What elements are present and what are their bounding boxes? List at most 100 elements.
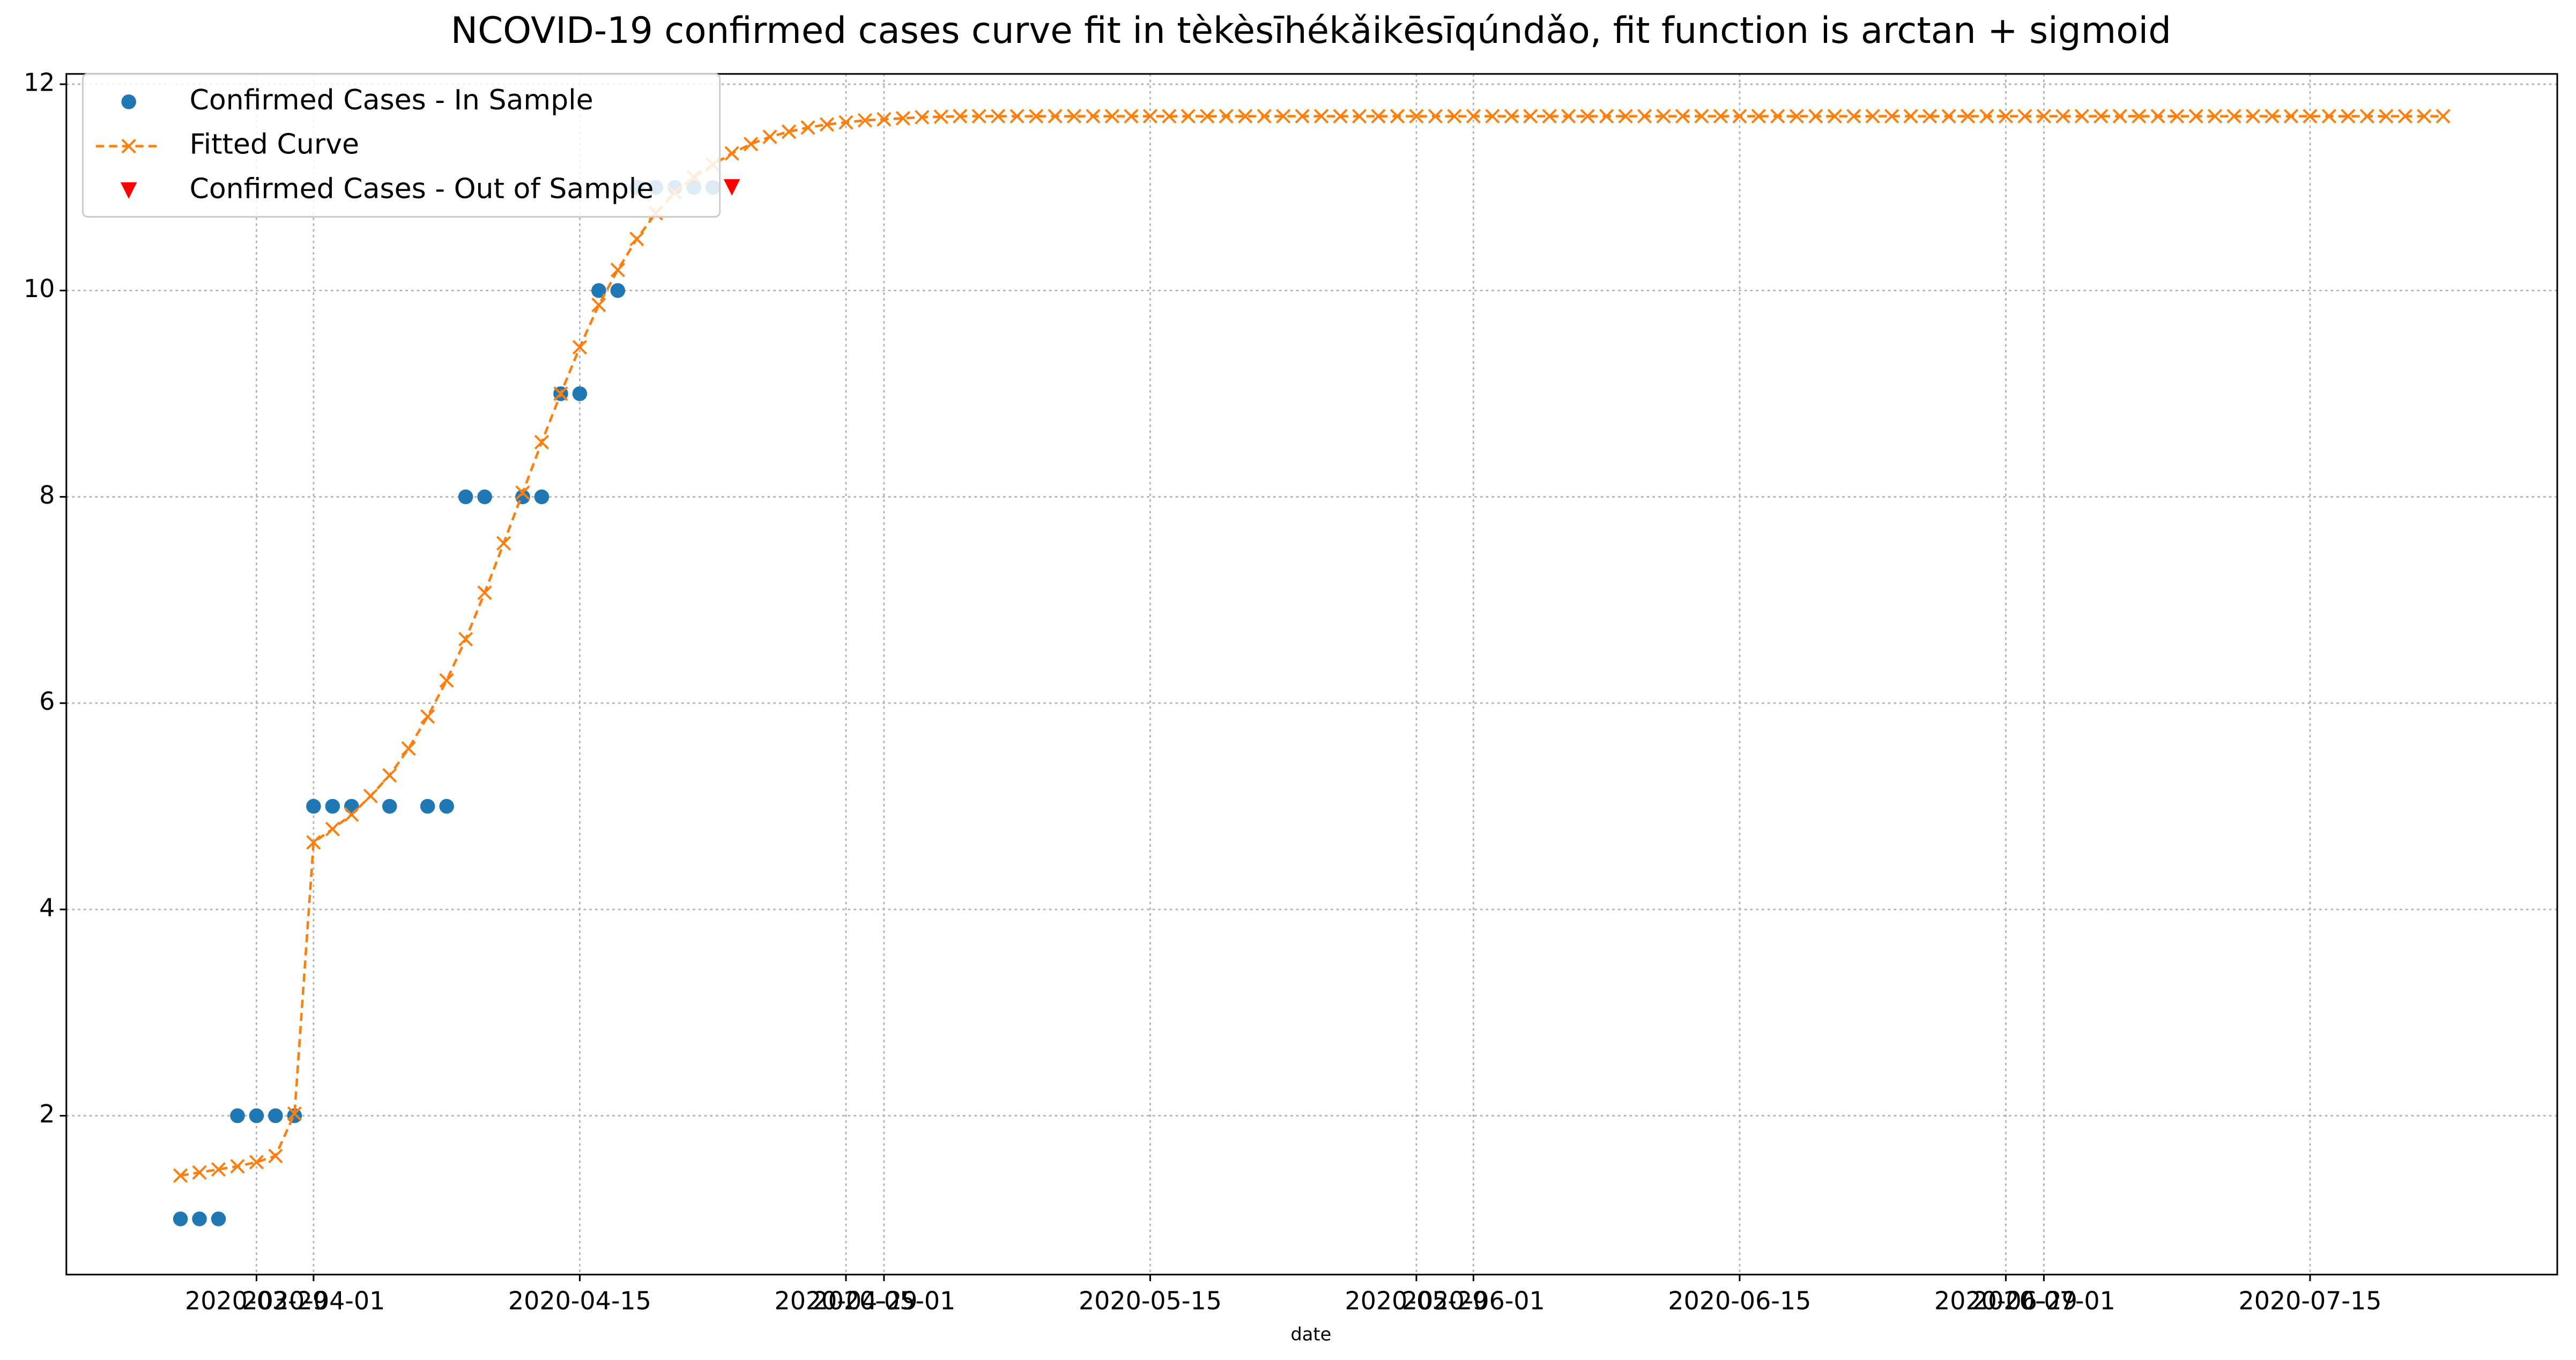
data-point	[2359, 109, 2375, 124]
data-point	[1523, 109, 1538, 124]
data-point	[515, 485, 530, 500]
y-tick-label: 6	[39, 687, 55, 716]
data-point	[1009, 109, 1025, 124]
legend: Confirmed Cases - In Sample Fitted Curve C…	[81, 73, 721, 218]
data-point	[1979, 109, 1994, 124]
data-point	[1846, 109, 1861, 124]
data-point	[2055, 109, 2070, 124]
data-point	[1941, 109, 1956, 124]
data-point	[287, 1106, 302, 1121]
data-point	[325, 822, 340, 837]
data-point	[2036, 109, 2052, 124]
data-point	[953, 109, 968, 124]
data-point	[173, 1168, 188, 1183]
data-point	[591, 298, 606, 313]
data-point	[762, 129, 777, 144]
data-point	[2321, 109, 2337, 124]
data-point	[1428, 109, 1443, 124]
data-point	[1142, 109, 1158, 124]
data-point	[1998, 109, 2014, 124]
y-tick-label: 4	[39, 893, 55, 922]
data-point	[211, 1211, 226, 1226]
data-point	[534, 489, 550, 505]
data-point	[2303, 109, 2318, 124]
data-point	[1789, 109, 1804, 124]
data-point	[933, 109, 948, 124]
y-tick-label: 10	[24, 274, 55, 303]
data-point	[2150, 109, 2165, 124]
x-tick-label: 2020-07-15	[2238, 1286, 2381, 1315]
x-tick-label: 2020-06-01	[1402, 1286, 1545, 1315]
chart-title: NCOVID-19 confirmed cases curve fit in t…	[451, 9, 2171, 51]
data-point	[2226, 109, 2241, 124]
data-point	[591, 283, 606, 298]
data-point	[1580, 109, 1595, 124]
data-point	[1675, 109, 1690, 124]
data-point	[1827, 109, 1842, 124]
data-point	[1960, 109, 1976, 124]
data-point	[1313, 109, 1329, 124]
data-point	[420, 799, 435, 814]
legend-label: Fitted Curve	[189, 129, 359, 161]
data-point	[1694, 109, 1709, 124]
data-point	[173, 1211, 188, 1226]
x-tick-label: 2020-05-01	[812, 1286, 955, 1315]
data-point	[230, 1159, 245, 1174]
data-point	[1028, 109, 1044, 124]
data-point	[2188, 109, 2203, 124]
data-point	[1162, 109, 1177, 124]
data-point	[2379, 109, 2394, 124]
data-point	[743, 136, 759, 152]
data-point	[572, 339, 588, 355]
data-point	[1257, 109, 1272, 124]
data-point	[1770, 109, 1785, 124]
data-point	[344, 807, 359, 822]
y-tick-label: 2	[39, 1099, 55, 1128]
legend-marker	[120, 182, 137, 199]
data-point	[230, 1108, 245, 1124]
x-tick-label: 2020-05-15	[1079, 1286, 1222, 1315]
data-point	[838, 115, 853, 130]
data-point	[1352, 109, 1367, 124]
data-point	[1637, 109, 1652, 124]
data-point	[2017, 109, 2032, 124]
data-point	[819, 117, 835, 132]
data-point	[781, 124, 797, 139]
data-point	[1599, 109, 1614, 124]
data-point	[629, 231, 644, 247]
data-point	[382, 799, 397, 814]
legend-label: Confirmed Cases - In Sample	[189, 84, 593, 116]
data-point	[1903, 109, 1918, 124]
fitted-line	[180, 115, 2444, 1177]
x-tick-label: 2020-03-29	[185, 1286, 328, 1315]
data-point	[2341, 109, 2356, 124]
data-point	[1808, 109, 1823, 124]
data-point	[1884, 109, 1899, 124]
data-point	[325, 799, 340, 814]
data-point	[249, 1155, 264, 1170]
x-tick-label: 2020-06-29	[1934, 1286, 2077, 1315]
data-point	[2094, 109, 2109, 124]
data-point	[1656, 109, 1671, 124]
data-point	[1922, 109, 1937, 124]
legend-label: Confirmed Cases - Out of Sample	[189, 173, 654, 205]
y-tick-label: 8	[39, 481, 55, 509]
legend-marker	[121, 138, 136, 154]
data-point	[1276, 109, 1291, 124]
legend-box	[81, 73, 721, 218]
y-tick-label: 12	[24, 68, 55, 97]
data-point	[2132, 109, 2147, 124]
data-point	[1124, 109, 1139, 124]
data-point	[1200, 109, 1215, 124]
data-point	[610, 283, 626, 298]
data-point	[496, 536, 511, 551]
data-point	[2417, 109, 2432, 124]
data-point	[1181, 109, 1196, 124]
x-tick-label: 2020-07-01	[1972, 1286, 2115, 1315]
data-point	[724, 146, 739, 161]
data-point	[877, 112, 892, 127]
data-point	[477, 585, 492, 600]
